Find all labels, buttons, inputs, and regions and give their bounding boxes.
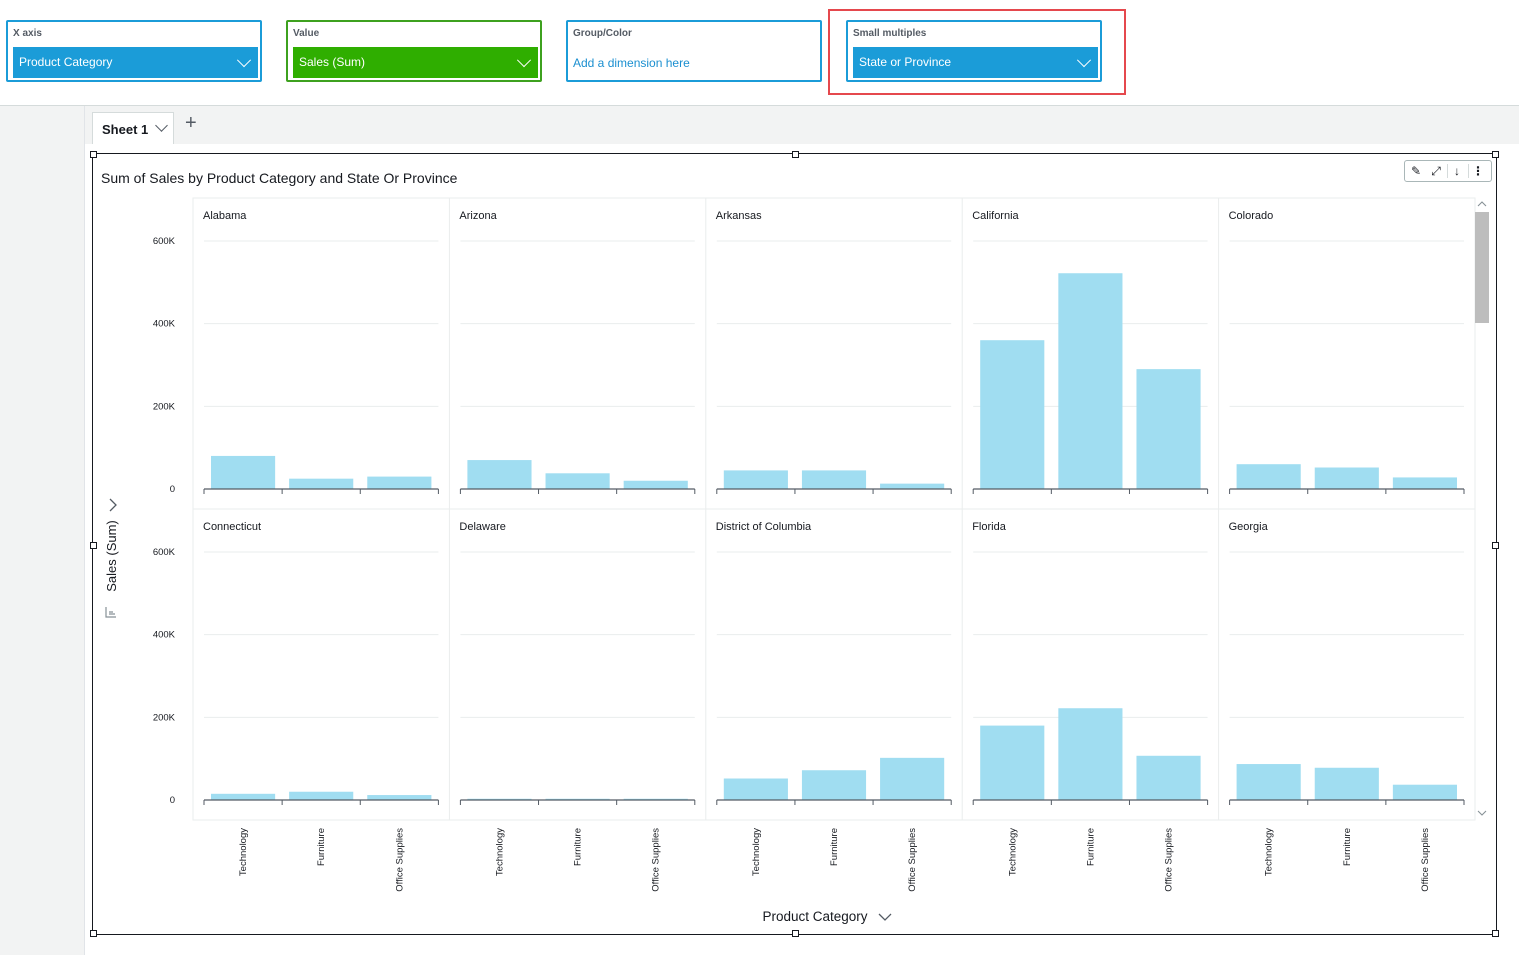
x-axis-field-pill[interactable]: Product Category bbox=[13, 47, 258, 78]
group-color-well[interactable]: Group/Color Add a dimension here bbox=[566, 20, 822, 82]
sheet-tab[interactable]: Sheet 1 bbox=[92, 112, 174, 144]
bar-chart-visual[interactable]: Sum of Sales by Product Category and Sta… bbox=[90, 151, 1499, 937]
small-multiples-well-label: Small multiples bbox=[853, 28, 927, 39]
sheet-tab-label: Sheet 1 bbox=[102, 122, 149, 137]
plus-icon[interactable]: + bbox=[185, 112, 197, 134]
value-field-pill[interactable]: Sales (Sum) bbox=[293, 47, 538, 78]
highlight-box bbox=[828, 9, 1126, 95]
visual-toolbar: ✎ ⤢ ↓ ⋮ bbox=[1404, 160, 1492, 182]
resize-handle[interactable] bbox=[792, 930, 799, 937]
small-multiples-field-label: State or Province bbox=[859, 55, 952, 69]
chevron-down-icon[interactable] bbox=[155, 119, 168, 132]
chevron-down-icon[interactable] bbox=[236, 53, 252, 68]
visual-title: Sum of Sales by Product Category and Sta… bbox=[101, 170, 458, 186]
toolbar-divider bbox=[1447, 164, 1448, 178]
left-gutter bbox=[0, 106, 85, 955]
value-well-label: Value bbox=[293, 28, 320, 39]
download-icon[interactable]: ↓ bbox=[1454, 164, 1460, 178]
resize-handle[interactable] bbox=[1492, 542, 1499, 549]
expand-icon[interactable]: ⤢ bbox=[1431, 164, 1441, 178]
more-vertical-icon[interactable]: ⋮ bbox=[1472, 164, 1484, 178]
value-field-label: Sales (Sum) bbox=[299, 55, 366, 69]
x-axis-field-label: Product Category bbox=[19, 55, 113, 69]
sheet-tab-bar: Sheet 1 + bbox=[85, 106, 1519, 144]
value-well[interactable]: Value Sales (Sum) bbox=[286, 20, 542, 82]
small-multiples-field-pill[interactable]: State or Province bbox=[853, 47, 1098, 78]
resize-handle[interactable] bbox=[1492, 930, 1499, 937]
field-wells-bar: X axis Product Category Value Sales (Sum… bbox=[0, 0, 1519, 106]
pencil-icon[interactable]: ✎ bbox=[1410, 164, 1422, 178]
x-axis-well[interactable]: X axis Product Category bbox=[6, 20, 262, 82]
resize-handle[interactable] bbox=[90, 151, 97, 158]
group-color-well-label: Group/Color bbox=[573, 28, 632, 39]
resize-handle[interactable] bbox=[90, 542, 97, 549]
add-dimension-link[interactable]: Add a dimension here bbox=[573, 56, 690, 70]
resize-handle[interactable] bbox=[1492, 151, 1499, 158]
chevron-down-icon[interactable] bbox=[516, 53, 532, 68]
toolbar-divider bbox=[1468, 164, 1469, 178]
resize-handle[interactable] bbox=[792, 151, 799, 158]
resize-handle[interactable] bbox=[90, 930, 97, 937]
small-multiples-well[interactable]: Small multiples State or Province bbox=[846, 20, 1102, 82]
x-axis-well-label: X axis bbox=[13, 28, 42, 39]
